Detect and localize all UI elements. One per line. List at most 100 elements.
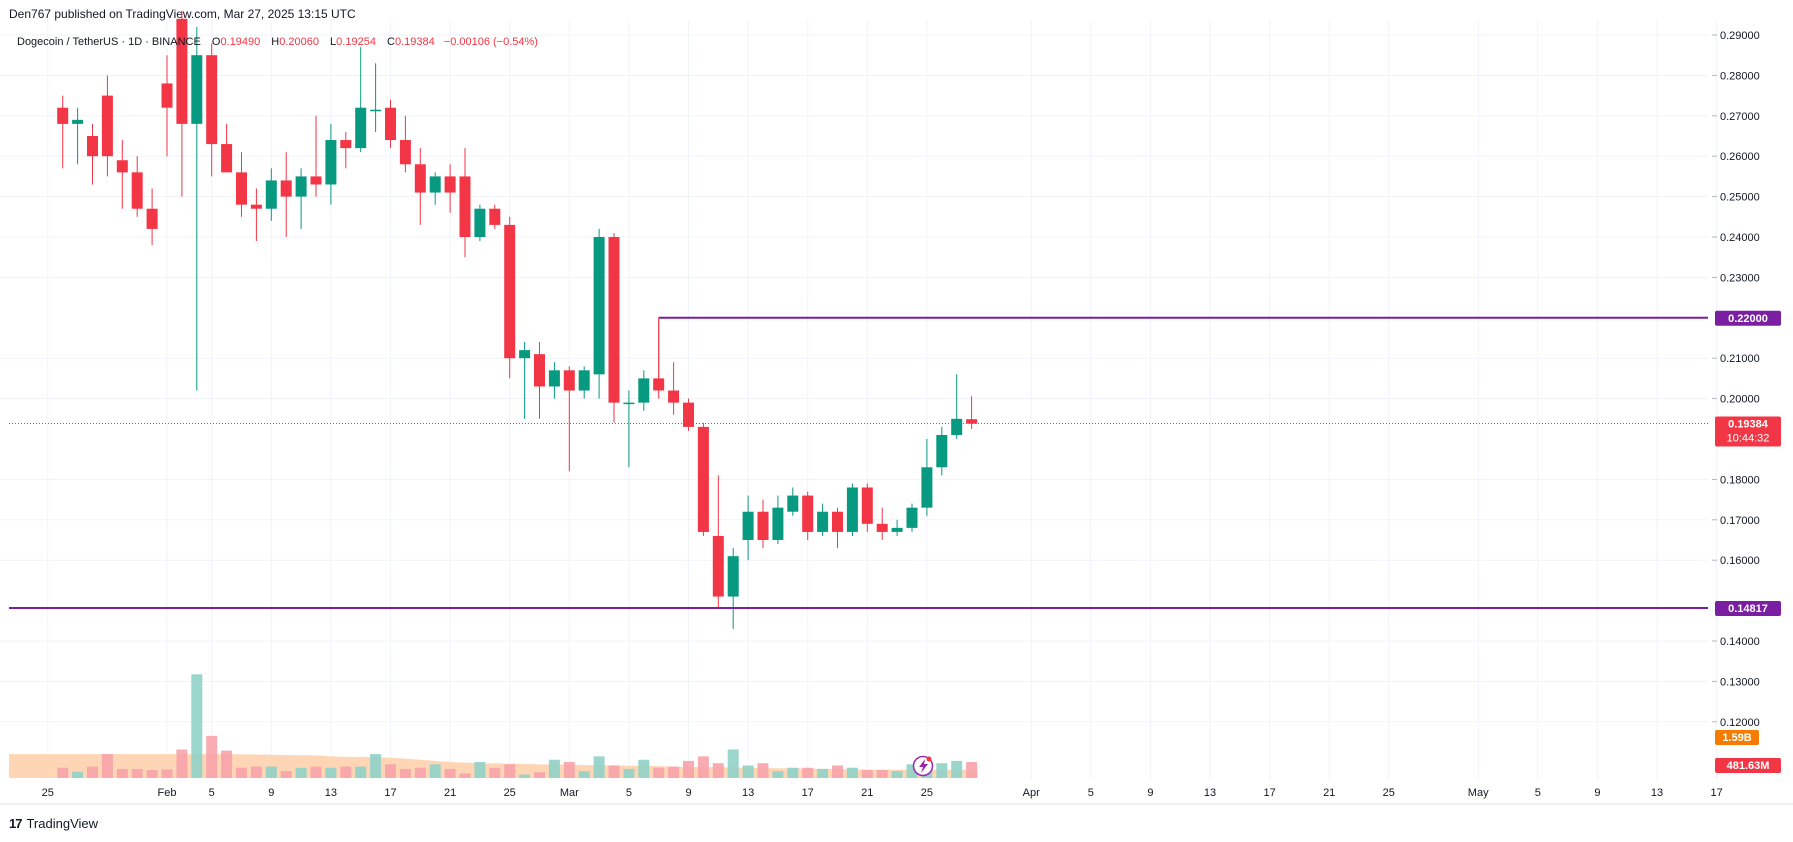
candle-body [817, 511, 829, 532]
candle [757, 499, 769, 549]
time-tick-label: 25 [1383, 787, 1395, 799]
candle [280, 152, 292, 237]
candle [489, 204, 501, 229]
candles [57, 10, 978, 629]
volume-bar [221, 750, 233, 778]
volume-label: 481.63M [1715, 758, 1781, 773]
volume-bar [295, 767, 307, 778]
volume-bar [906, 764, 918, 778]
time-tick-label: 5 [209, 787, 215, 799]
tradingview-brand[interactable]: 17 TradingView [9, 816, 98, 831]
time-tick-label: Feb [158, 787, 177, 799]
candle-body [385, 107, 396, 141]
candle [936, 426, 948, 476]
candle [250, 188, 262, 242]
volume-bar [87, 766, 98, 778]
time-tick-label: 17 [384, 787, 396, 799]
flash-icon[interactable] [912, 755, 934, 777]
support-price-label-bg [1715, 600, 1781, 616]
candle-body [712, 535, 724, 597]
candle-body [72, 119, 84, 124]
volume-bar [623, 768, 635, 778]
volume-ma-label-bg [1715, 730, 1759, 745]
volume-bar [57, 767, 69, 778]
candle-body [414, 164, 426, 193]
candle-body [683, 402, 694, 427]
volume-bar [429, 764, 441, 778]
time-tick-label: 9 [1147, 787, 1153, 799]
time-tick-label: May [1468, 787, 1489, 799]
volume-bar [310, 766, 322, 778]
candle [161, 55, 173, 157]
volume-bar [250, 766, 262, 778]
candle [236, 152, 247, 217]
price-tick-label: 0.17000 [1720, 515, 1760, 527]
price-tick-label: 0.28000 [1720, 70, 1760, 82]
candle [459, 148, 471, 258]
candle [295, 168, 307, 229]
candle [191, 26, 203, 391]
candle [548, 362, 560, 399]
candle [519, 342, 531, 419]
price-tick-label: 0.20000 [1720, 394, 1760, 406]
candle [876, 507, 888, 540]
candle-body [891, 527, 903, 532]
candle-body [57, 107, 69, 124]
candle [817, 503, 829, 536]
time-tick-label: 5 [1088, 787, 1094, 799]
volume-bar [280, 771, 292, 778]
candle [206, 43, 218, 177]
volume-ma-label: 1.59B [1715, 730, 1759, 745]
candle-body [429, 176, 441, 193]
volume-bar [146, 770, 158, 778]
candle [534, 342, 545, 419]
legend-l-label: L [330, 36, 336, 48]
candle [772, 495, 784, 545]
candle [906, 503, 918, 532]
chart-legend[interactable]: Dogecoin / TetherUS · 1D · BINANCE O0.19… [17, 36, 538, 48]
volume-bar [548, 759, 560, 778]
resistance-price-label-text: 0.22000 [1728, 313, 1768, 325]
candle-body [742, 511, 754, 540]
legend-h-value: 0.20060 [279, 36, 319, 48]
candle-body [131, 172, 143, 209]
volume-bar [697, 756, 709, 778]
candle [57, 95, 69, 169]
price-tick-label: 0.16000 [1720, 555, 1760, 567]
candle-body [116, 160, 128, 173]
time-tick-label: 13 [325, 787, 337, 799]
volume-bar [757, 763, 769, 778]
volume-bar [638, 759, 650, 778]
volume-bar [832, 765, 843, 778]
price-tick-label: 0.13000 [1720, 676, 1760, 688]
volume-bar [474, 762, 486, 778]
candle-body [548, 370, 560, 387]
time-tick-label: 13 [1651, 787, 1663, 799]
candle-body [504, 224, 516, 359]
price-levels [9, 316, 1708, 609]
candle [72, 107, 84, 165]
candle-body [265, 180, 277, 209]
volume-bar [72, 771, 84, 778]
volume-bar [176, 749, 188, 778]
volume-bar [355, 766, 367, 778]
resistance-price-label-bg [1715, 310, 1781, 326]
candle-body [757, 511, 769, 540]
candle-body [802, 495, 814, 532]
candle [727, 548, 739, 629]
candle [265, 168, 277, 221]
resistance-price-label: 0.22000 [1715, 310, 1781, 326]
time-tick-label: 5 [1535, 787, 1541, 799]
candle [414, 148, 426, 225]
candle [832, 507, 843, 549]
volume-bar [817, 768, 829, 778]
candle [921, 439, 933, 516]
time-axis: 25 Feb 5 9 13 17 21 25 Mar 5 9 13 17 21 25 Apr 5 9 13 17 21 2… [42, 787, 1723, 799]
candle-body [921, 467, 933, 508]
candle-body [176, 18, 188, 124]
price-tick-label: 0.27000 [1720, 111, 1760, 123]
volume-ma-label-text: 1.59B [1722, 732, 1751, 744]
volume-bar [593, 756, 605, 778]
volume-bar [489, 767, 501, 778]
